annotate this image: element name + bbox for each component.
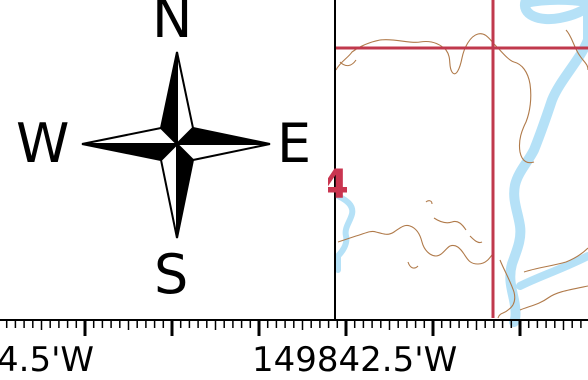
map-canvas — [0, 0, 588, 336]
compass-west-label: W — [16, 112, 70, 175]
compass-north-label: N — [152, 0, 193, 50]
river-east-fork — [516, 252, 588, 290]
map-panel — [335, 0, 588, 327]
grid-cell-number: 4 — [328, 163, 348, 207]
compass-east-label: E — [277, 112, 312, 175]
scale-label-left: 4.5'W — [0, 340, 95, 380]
scale-label-middle: 149842.5'W — [252, 340, 458, 380]
stream — [335, 193, 356, 273]
river-branch — [524, 0, 588, 8]
scale-bar — [0, 319, 588, 336]
compass-south-label: S — [154, 243, 189, 306]
contours — [335, 29, 588, 319]
compass-rose — [81, 51, 271, 239]
